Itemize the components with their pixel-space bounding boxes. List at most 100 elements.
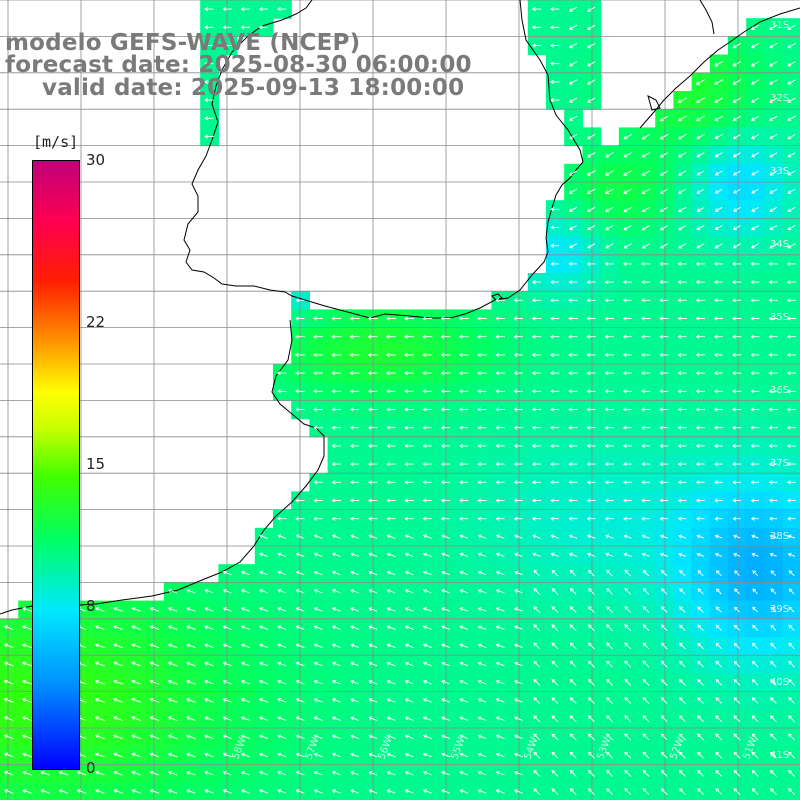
wind-arrow <box>568 188 578 194</box>
wind-arrow <box>167 625 178 630</box>
wind-arrow <box>713 352 724 357</box>
wind-arrow <box>624 751 632 759</box>
wind-arrow <box>659 407 669 412</box>
wind-arrow <box>94 789 105 794</box>
wind-arrow <box>750 42 760 49</box>
wind-arrow <box>441 752 451 758</box>
wind-arrow <box>404 734 414 740</box>
wind-arrow <box>295 625 305 630</box>
wind-arrow <box>550 389 560 394</box>
wind-arrow <box>513 770 523 776</box>
wind-arrow <box>349 371 360 376</box>
wind-arrow <box>623 188 633 194</box>
wind-arrow <box>587 624 595 632</box>
wind-arrow <box>677 280 687 285</box>
wind-arrow <box>385 352 396 357</box>
wind-arrow <box>642 678 650 686</box>
wind-arrow <box>641 462 651 467</box>
wind-arrow <box>113 734 123 740</box>
wind-arrow <box>732 407 742 412</box>
wind-arrow <box>495 534 505 539</box>
wind-arrow <box>204 43 214 48</box>
wind-arrow <box>295 643 305 649</box>
wind-arrow <box>714 243 723 249</box>
wind-arrow <box>587 697 595 705</box>
wind-arrow <box>569 751 577 759</box>
wind-arrow <box>22 643 32 649</box>
wind-arrow <box>222 789 232 794</box>
wind-arrow <box>586 480 596 485</box>
wind-arrow <box>21 661 32 667</box>
wind-arrow <box>295 607 305 612</box>
wind-arrow <box>752 624 759 631</box>
wind-arrow <box>605 188 614 194</box>
wind-arrow <box>458 371 469 376</box>
wind-arrow <box>386 789 396 794</box>
wind-arrow <box>404 789 414 794</box>
wind-arrow <box>386 407 396 412</box>
wind-cell <box>673 782 693 800</box>
wind-arrow <box>533 788 541 796</box>
wind-arrow <box>533 715 541 723</box>
wind-arrow <box>40 788 50 794</box>
wind-arrow <box>751 697 759 704</box>
wind-arrow <box>240 25 250 30</box>
wind-arrow <box>3 697 14 703</box>
wind-arrow <box>440 498 451 503</box>
wind-arrow <box>623 133 632 140</box>
wind-arrow <box>495 789 505 794</box>
wind-arrow <box>549 79 560 84</box>
wind-cell <box>782 728 800 747</box>
wind-arrow <box>587 788 595 796</box>
wind-arrow <box>477 462 487 467</box>
wind-arrow <box>641 298 651 303</box>
wind-arrow <box>440 407 451 412</box>
wind-arrow <box>495 752 505 758</box>
wind-arrow <box>386 698 396 703</box>
wind-arrow <box>404 679 414 685</box>
wind-arrow <box>786 389 796 394</box>
wind-cell <box>637 782 656 800</box>
wind-arrow <box>368 661 378 667</box>
wind-arrow <box>513 516 523 521</box>
wind-arrow <box>624 769 632 777</box>
wind-arrow <box>732 316 742 321</box>
wind-arrow <box>313 643 323 649</box>
wind-arrow <box>95 625 105 630</box>
wind-arrow <box>641 152 651 158</box>
wind-arrow <box>606 588 613 595</box>
wind-arrow <box>495 734 505 740</box>
wind-arrow <box>422 552 432 557</box>
wind-arrow <box>568 280 578 285</box>
wind-arrow <box>750 443 760 448</box>
wind-cell <box>782 618 800 638</box>
wind-arrow <box>604 425 614 430</box>
wind-arrow <box>695 462 705 467</box>
wind-arrow <box>587 43 596 49</box>
wind-cell <box>546 782 565 800</box>
wind-arrow <box>422 625 432 630</box>
wind-arrow <box>258 7 269 12</box>
wind-arrow <box>422 352 433 357</box>
wind-arrow <box>750 371 760 376</box>
wind-arrow <box>386 389 396 394</box>
wind-arrow <box>586 206 596 213</box>
wind-arrow <box>277 588 287 594</box>
wind-arrow <box>495 407 505 412</box>
wind-arrow <box>204 134 214 139</box>
wind-arrow <box>495 643 505 649</box>
wind-arrow <box>768 316 778 321</box>
wind-arrow <box>606 769 614 777</box>
wind-arrow <box>113 607 123 612</box>
latitude-label: 32S <box>770 93 789 104</box>
wind-arrow <box>769 24 778 31</box>
wind-arrow <box>276 516 287 521</box>
wind-arrow <box>586 516 596 521</box>
wind-arrow <box>733 552 741 557</box>
wind-arrow <box>277 552 287 558</box>
wind-arrow <box>770 660 777 668</box>
wind-arrow <box>605 552 614 557</box>
wind-arrow <box>768 480 778 485</box>
latitude-label: 36S <box>770 385 789 396</box>
wind-arrow <box>349 516 360 521</box>
